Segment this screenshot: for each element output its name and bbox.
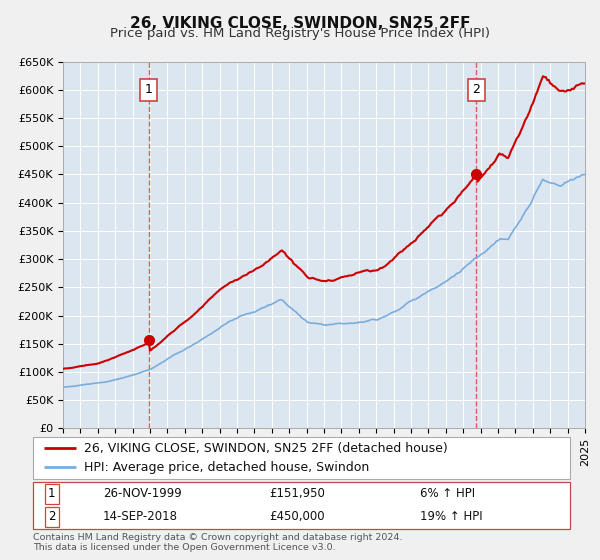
Text: 26, VIKING CLOSE, SWINDON, SN25 2FF (detached house): 26, VIKING CLOSE, SWINDON, SN25 2FF (det… <box>84 442 448 455</box>
Text: 19% ↑ HPI: 19% ↑ HPI <box>419 510 482 524</box>
Text: 26, VIKING CLOSE, SWINDON, SN25 2FF: 26, VIKING CLOSE, SWINDON, SN25 2FF <box>130 16 470 31</box>
Text: 26-NOV-1999: 26-NOV-1999 <box>103 487 182 501</box>
Text: 1: 1 <box>145 83 152 96</box>
Text: £151,950: £151,950 <box>269 487 325 501</box>
Text: Price paid vs. HM Land Registry's House Price Index (HPI): Price paid vs. HM Land Registry's House … <box>110 27 490 40</box>
Text: 6% ↑ HPI: 6% ↑ HPI <box>419 487 475 501</box>
Text: £450,000: £450,000 <box>269 510 325 524</box>
Text: 1: 1 <box>48 487 56 501</box>
Text: Contains HM Land Registry data © Crown copyright and database right 2024.: Contains HM Land Registry data © Crown c… <box>33 533 403 542</box>
FancyBboxPatch shape <box>33 482 570 529</box>
FancyBboxPatch shape <box>33 437 570 479</box>
Text: 2: 2 <box>472 83 480 96</box>
Text: 14-SEP-2018: 14-SEP-2018 <box>103 510 178 524</box>
Text: HPI: Average price, detached house, Swindon: HPI: Average price, detached house, Swin… <box>84 461 369 474</box>
Text: 2: 2 <box>48 510 56 524</box>
Text: This data is licensed under the Open Government Licence v3.0.: This data is licensed under the Open Gov… <box>33 543 335 552</box>
